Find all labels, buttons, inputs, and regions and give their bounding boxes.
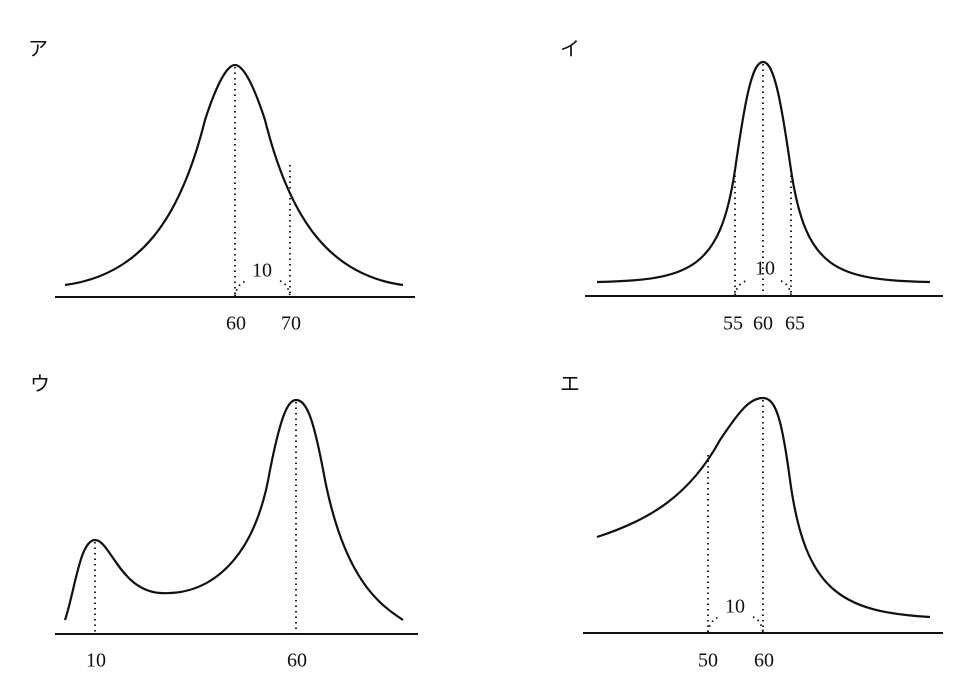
panel: エ 10 50 60 bbox=[560, 372, 943, 672]
tick-label: 60 bbox=[226, 313, 246, 335]
annotation: 10 bbox=[755, 258, 775, 280]
tick-label: 65 bbox=[785, 313, 805, 335]
tick-label: 60 bbox=[287, 650, 307, 672]
annotation: 10 bbox=[252, 260, 272, 282]
tick-label: 50 bbox=[698, 650, 718, 672]
tick-label: 55 bbox=[723, 313, 743, 335]
curve bbox=[596, 60, 931, 284]
tick-label: 10 bbox=[86, 650, 106, 672]
dotted-arc bbox=[707, 616, 764, 633]
panel: イ 10 55 60 65 bbox=[560, 37, 943, 335]
panel: ウ 10 60 bbox=[30, 372, 418, 672]
curve bbox=[63, 398, 404, 621]
dotted-arc bbox=[234, 280, 291, 297]
tick-label: 60 bbox=[753, 313, 773, 335]
panel-label: イ bbox=[560, 37, 580, 61]
panel-label: ウ bbox=[30, 372, 50, 396]
panel-label: エ bbox=[560, 372, 580, 396]
panel-label: ア bbox=[28, 37, 48, 61]
panel: ア 10 60 70 bbox=[28, 37, 415, 335]
curve bbox=[596, 396, 931, 619]
annotation: 10 bbox=[725, 596, 745, 618]
tick-label: 60 bbox=[754, 650, 774, 672]
tick-label: 70 bbox=[281, 313, 301, 335]
curve bbox=[64, 63, 404, 287]
dotted-arc bbox=[734, 280, 792, 296]
